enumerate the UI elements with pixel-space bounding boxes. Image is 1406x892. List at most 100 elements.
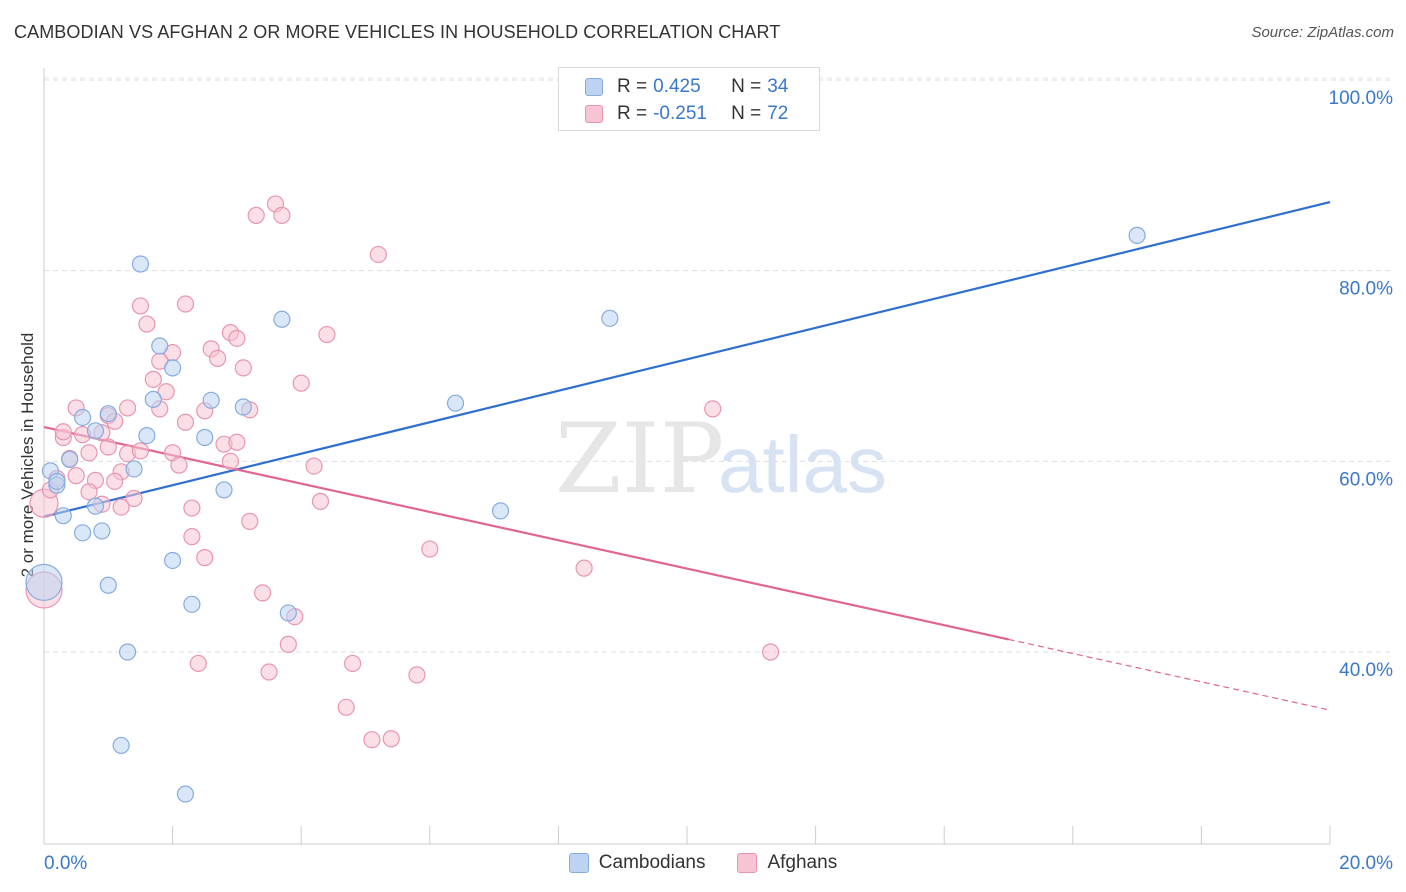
afghan-trend-line — [43, 425, 1009, 641]
afghan-point — [176, 295, 195, 313]
cambodian-point — [61, 450, 79, 469]
afghan-point — [170, 456, 188, 474]
legend-row-afghans: R = -0.251 N = 72 — [585, 102, 788, 126]
legend-swatch-cambodians — [568, 853, 589, 873]
legend-r-label: R = — [617, 76, 648, 97]
afghan-point — [54, 423, 72, 441]
watermark-atlas: atlas — [718, 420, 887, 509]
legend-r-value: 0.425 — [653, 76, 701, 97]
afghan-point — [369, 245, 387, 264]
y-tick-label: 40.0% — [1339, 660, 1393, 681]
y-tick-label: 80.0% — [1339, 279, 1393, 300]
afghan-point — [228, 329, 246, 347]
afghan-point — [234, 359, 252, 377]
y-tick-label: 60.0% — [1339, 469, 1393, 490]
cambodian-point — [93, 522, 111, 540]
afghan-point — [273, 206, 291, 224]
cambodian-point — [25, 563, 63, 602]
axes — [43, 68, 1331, 845]
afghan-point — [704, 400, 722, 418]
afghan-point — [228, 433, 246, 451]
cambodian-point — [234, 398, 252, 416]
cambodian-point — [215, 481, 233, 499]
cambodian-point — [164, 551, 182, 570]
afghan-point — [241, 512, 259, 530]
afghan-point — [292, 374, 310, 392]
afghan-point — [67, 467, 85, 485]
watermark-zip: ZIP — [555, 403, 724, 515]
tick-labels: 40.0% 60.0% 80.0% 100.0% 0.0% 20.0% — [44, 88, 1393, 874]
data-points — [25, 195, 1146, 803]
x-tick-label: 20.0% — [1339, 853, 1393, 874]
afghan-point — [337, 698, 355, 716]
cambodian-point — [125, 460, 143, 478]
legend-n-label: N = — [731, 76, 762, 97]
legend-n-label: N = — [731, 103, 762, 124]
legend-item-cambodians[interactable]: Cambodians — [568, 852, 706, 874]
chart-title: CAMBODIAN VS AFGHAN 2 OR MORE VEHICLES I… — [14, 22, 781, 42]
afghan-point — [112, 498, 130, 516]
series-legend: Cambodians Afghans — [0, 852, 1406, 874]
cambodian-point — [138, 426, 156, 445]
cambodian-point — [144, 390, 162, 408]
trend-lines — [43, 200, 1331, 711]
y-tick-label: 100.0% — [1329, 88, 1394, 109]
legend-label-afghans: Afghans — [767, 852, 838, 873]
cambodian-point — [86, 422, 105, 440]
cambodian-point — [446, 394, 465, 412]
afghan-point — [408, 666, 426, 684]
cambodian-point — [491, 502, 510, 520]
cambodian-point — [273, 310, 291, 328]
afghan-point — [311, 492, 330, 510]
afghan-point — [131, 442, 150, 460]
afghan-point — [761, 643, 780, 661]
cambodian-point — [176, 785, 195, 803]
afghan-point — [254, 584, 272, 602]
cambodian-point — [54, 507, 72, 525]
chart-source: Source: ZipAtlas.com — [1251, 24, 1394, 41]
cambodian-trend-line — [43, 200, 1331, 518]
afghan-point — [305, 457, 323, 475]
watermark: ZIP atlas — [555, 403, 887, 515]
afghan-point — [176, 413, 195, 431]
cambodian-point — [151, 337, 169, 355]
afghan-point — [157, 383, 175, 401]
afghan-point — [189, 654, 207, 673]
legend-item-afghans[interactable]: Afghans — [737, 852, 837, 874]
cambodian-point — [601, 309, 619, 327]
afghan-point — [382, 730, 400, 748]
legend-n-value: 72 — [767, 103, 789, 124]
afghan-point — [575, 559, 593, 577]
cambodian-point — [86, 497, 105, 515]
legend-r-value: -0.251 — [653, 103, 707, 124]
afghan-point — [183, 528, 201, 546]
afghan-point — [196, 549, 214, 567]
correlation-legend: R = 0.425 N = 34 R = -0.251 N = 72 — [558, 67, 820, 131]
cambodian-point — [73, 524, 92, 542]
afghan-point — [260, 663, 278, 681]
afghan-point — [209, 349, 227, 367]
afghan-point — [183, 499, 201, 517]
afghan-point — [279, 635, 297, 653]
legend-label-cambodians: Cambodians — [598, 852, 706, 873]
legend-row-cambodians: R = 0.425 N = 34 — [585, 75, 788, 99]
afghan-point — [80, 444, 98, 462]
cambodian-point — [131, 255, 150, 273]
cambodian-point — [99, 576, 117, 594]
afghan-trend-line-dashed — [1008, 638, 1331, 711]
cambodian-point — [164, 359, 182, 377]
legend-n-value: 34 — [767, 76, 789, 97]
afghan-point — [106, 472, 124, 490]
cambodian-point — [183, 595, 201, 613]
cambodian-point — [112, 736, 130, 755]
cambodian-point — [202, 391, 220, 409]
cambodian-point — [48, 472, 66, 490]
x-tick-label: 0.0% — [44, 853, 87, 874]
afghan-point — [318, 325, 336, 344]
afghan-point — [138, 315, 156, 333]
afghan-point — [131, 297, 150, 315]
afghan-point — [247, 206, 265, 224]
afghan-point — [118, 399, 137, 417]
afghan-point — [125, 489, 143, 508]
